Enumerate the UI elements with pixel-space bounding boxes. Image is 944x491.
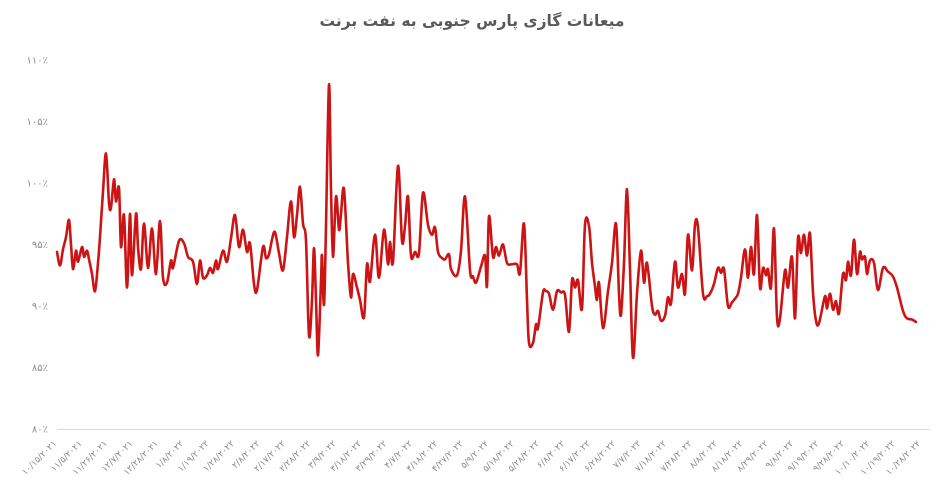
y-tick-label: ۱۰۰٪ xyxy=(27,179,48,190)
y-tick-label: ۱۰۵٪ xyxy=(27,117,48,128)
y-tick-label: ۹۵٪ xyxy=(32,240,48,251)
y-tick-label: ۱۱۰٪ xyxy=(27,56,48,67)
y-tick-label: ۸۵٪ xyxy=(32,363,48,374)
series-line xyxy=(55,83,918,360)
chart-title: میعانات گازی پارس جنوبی به نفت برنت xyxy=(319,12,625,30)
y-tick-label: ۹۰٪ xyxy=(32,302,48,313)
y-tick-label: ۸۰٪ xyxy=(32,425,48,436)
